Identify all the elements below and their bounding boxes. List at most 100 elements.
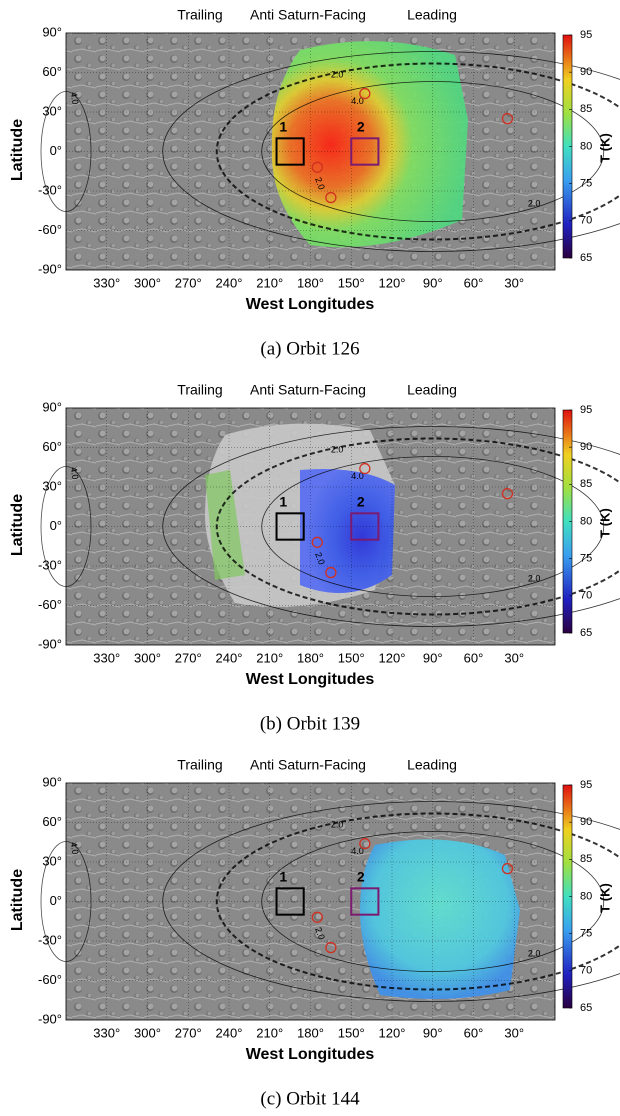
marker: [359, 462, 371, 475]
header-label: Anti Saturn-Facing: [250, 7, 366, 23]
region-box: [275, 887, 305, 916]
x-axis-label: West Longitudes: [246, 671, 375, 688]
marker: [311, 911, 323, 923]
x-tick-label: 30°: [504, 275, 524, 290]
header-label: Trailing: [177, 757, 222, 773]
region-label: 1: [279, 494, 287, 510]
contour-label: 2.0: [528, 199, 541, 209]
frame: [65, 407, 556, 646]
x-tick-label: 300°: [134, 275, 161, 290]
colorbar-tick-label: 65: [580, 1002, 592, 1014]
x-tick-label: 90°: [423, 1025, 443, 1040]
contour-label: 2.0: [331, 70, 344, 80]
y-tick-label: -90°: [38, 261, 62, 276]
colorbar-tick-label: 95: [580, 779, 592, 791]
y-tick-label: 60°: [42, 814, 62, 829]
colorbar-tick-label: 90: [580, 816, 592, 828]
region-box: [350, 512, 380, 541]
region-label: 2: [357, 869, 365, 885]
x-tick-label: 240°: [216, 650, 243, 665]
contour-label: 4.0: [68, 466, 80, 480]
y-tick-label: 30°: [42, 103, 62, 118]
colorbar-tick-label: 70: [580, 965, 592, 977]
colorbar-tick-label: 85: [580, 103, 592, 115]
colorbar-tick-label: 95: [580, 404, 592, 416]
x-tick-label: 330°: [93, 650, 120, 665]
thermal-coverage: [300, 469, 395, 593]
marker: [501, 487, 514, 500]
y-tick-label: -30°: [38, 932, 62, 947]
x-tick-label: 180°: [297, 650, 324, 665]
colorbar-tick-label: 65: [580, 627, 592, 639]
contour-label: 4.0: [68, 91, 80, 105]
x-tick-label: 90°: [423, 650, 443, 665]
contour-label: 4.0: [68, 841, 80, 855]
x-tick-label: 150°: [338, 650, 365, 665]
y-tick-label: -90°: [38, 1011, 62, 1026]
header-label: Anti Saturn-Facing: [250, 382, 366, 398]
y-tick-label: -30°: [38, 557, 62, 572]
contour-label: 2.0: [313, 551, 327, 566]
x-tick-label: 30°: [504, 650, 524, 665]
x-tick-label: 240°: [216, 275, 243, 290]
colorbar-tick-label: 70: [580, 590, 592, 602]
colorbar-tick-label: 80: [580, 890, 592, 902]
x-tick-label: 60°: [464, 1025, 484, 1040]
y-tick-label: 90°: [42, 399, 62, 414]
y-tick-label: 0°: [50, 518, 62, 533]
x-tick-label: 150°: [338, 1025, 365, 1040]
colorbar-tick-label: 75: [580, 553, 592, 565]
colorbar-tick-label: 85: [580, 853, 592, 865]
contour-label: 4.0: [351, 846, 364, 856]
y-tick-label: 90°: [42, 774, 62, 789]
marker: [325, 941, 337, 954]
header-label: Trailing: [177, 7, 222, 23]
contour-label: 2.0: [528, 949, 541, 959]
marker: [325, 191, 337, 204]
x-tick-label: 300°: [134, 1025, 161, 1040]
x-tick-label: 30°: [504, 1025, 524, 1040]
frame: [65, 32, 556, 271]
colorbar-tick-label: 80: [580, 140, 592, 152]
colorbar-tick-label: 75: [580, 178, 592, 190]
x-tick-label: 120°: [379, 275, 406, 290]
contour-label: 2.0: [331, 445, 344, 455]
marker: [325, 566, 337, 579]
y-axis-label: Latitude: [9, 869, 26, 931]
x-tick-label: 120°: [379, 1025, 406, 1040]
y-tick-label: -90°: [38, 636, 62, 651]
region-box: [275, 137, 305, 166]
y-tick-label: 60°: [42, 64, 62, 79]
colorbar-label: T (K): [597, 883, 612, 913]
marker: [359, 837, 371, 850]
x-tick-label: 180°: [297, 1025, 324, 1040]
colorbar-label: T (K): [597, 133, 612, 163]
x-axis-label: West Longitudes: [246, 296, 375, 313]
x-axis-label: West Longitudes: [246, 1046, 375, 1063]
region-box: [275, 512, 305, 541]
header-label: Leading: [407, 382, 457, 398]
x-tick-label: 240°: [216, 1025, 243, 1040]
region-box: [350, 137, 380, 166]
caption: (b) Orbit 139: [260, 713, 360, 734]
region-label: 1: [279, 119, 287, 135]
region-label: 2: [357, 119, 365, 135]
frame: [65, 782, 556, 1021]
contour-label: 2.0: [313, 176, 327, 191]
marker: [501, 862, 514, 875]
x-tick-label: 90°: [423, 275, 443, 290]
x-tick-label: 150°: [338, 275, 365, 290]
x-tick-label: 60°: [464, 275, 484, 290]
region-box: [350, 887, 380, 916]
contour-label: 4.0: [351, 96, 364, 106]
y-axis-label: Latitude: [9, 494, 26, 556]
y-tick-label: 90°: [42, 24, 62, 39]
marker: [359, 87, 371, 100]
y-tick-label: -30°: [38, 182, 62, 197]
x-tick-label: 270°: [175, 650, 202, 665]
thermal-coverage: [271, 41, 468, 248]
colorbar-tick-label: 80: [580, 515, 592, 527]
